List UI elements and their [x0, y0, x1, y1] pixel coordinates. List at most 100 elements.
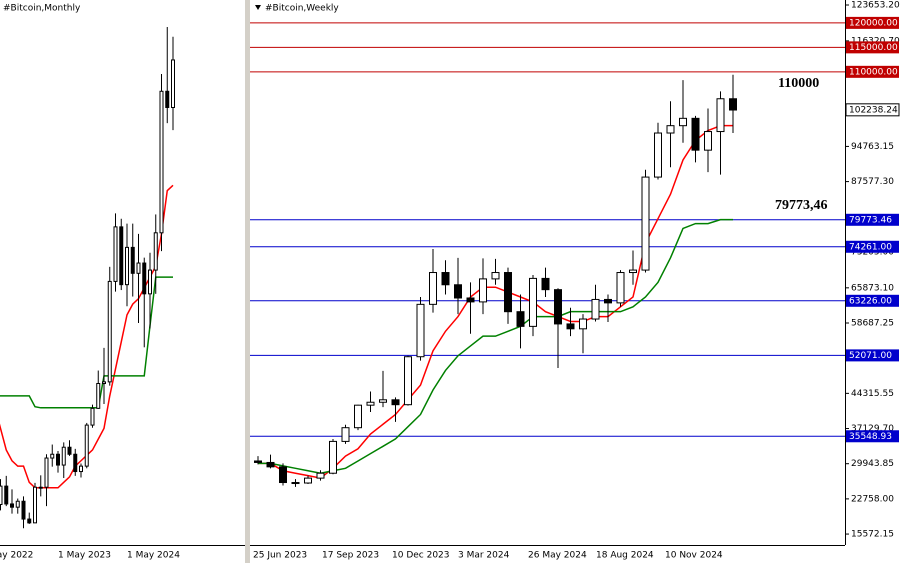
annotation: 110000 [778, 76, 819, 91]
candle-body [629, 269, 637, 274]
candle-body [27, 518, 32, 524]
candle-body [171, 59, 175, 108]
y-tick-label: 58687.25 [851, 319, 894, 329]
x-tick-label: 26 May 2024 [528, 551, 587, 561]
y-tick-label: 94763.15 [851, 142, 894, 152]
y-tick-label: 44315.55 [851, 389, 894, 399]
candle-body [10, 503, 14, 508]
candle-body [554, 289, 562, 325]
level-label: 115000.00 [849, 43, 898, 53]
indicator-line [258, 124, 733, 479]
x-tick-label: 1 May 2024 [127, 551, 180, 561]
level-label-box [846, 294, 899, 307]
candle-body [165, 90, 170, 108]
candle-body [716, 98, 725, 133]
level-label-box [846, 349, 899, 362]
candle-body [266, 461, 275, 468]
candle-body [491, 272, 500, 280]
level-label: 110000.00 [849, 67, 898, 77]
level-label-box [846, 240, 899, 253]
candle-body [61, 446, 66, 466]
candle-body [454, 284, 462, 299]
y-tick-label: 123653.20 [851, 1, 900, 11]
level-label: 120000.00 [849, 18, 898, 28]
candle-body [329, 440, 337, 474]
candle-body [67, 446, 72, 455]
candle-body [153, 232, 158, 271]
level-label-box [846, 41, 899, 54]
indicator-line [0, 276, 173, 409]
candle-body [21, 500, 26, 520]
level-label-box [846, 16, 899, 29]
candle-body [616, 272, 625, 304]
candle-body [316, 472, 325, 479]
menu-triangle [255, 5, 261, 10]
candle-body [73, 453, 78, 473]
y-tick-label: 22758.00 [851, 494, 894, 504]
candle-body [130, 246, 135, 274]
level-label-box [846, 213, 899, 226]
candle-body [404, 356, 412, 406]
candle-body [38, 486, 43, 489]
candle-body [604, 298, 612, 304]
y-tick-label: 29943.85 [851, 459, 894, 469]
candle-body [0, 485, 3, 505]
candle-body [641, 176, 650, 271]
candle-body [50, 453, 55, 459]
candle-body [90, 407, 95, 426]
candle-body [579, 318, 587, 330]
candle-body [79, 465, 83, 473]
level-label: 79773.46 [849, 215, 892, 225]
candle-body [291, 482, 300, 485]
candle-body [96, 382, 101, 409]
level-label: 35548.93 [849, 432, 892, 442]
candle-body [113, 226, 118, 282]
panel-title: #Bitcoin,Weekly [265, 4, 339, 14]
candle-body [566, 323, 575, 330]
candle-body [391, 399, 400, 406]
annotation: 79773,46 [775, 198, 828, 213]
candle-body [691, 117, 700, 151]
y-tick-label: 37129.70 [851, 424, 894, 434]
candle-body [4, 485, 9, 505]
candle-body [466, 297, 475, 303]
candle-body [516, 311, 525, 327]
candle-body [102, 381, 106, 384]
y-tick-label: 87577.30 [851, 177, 894, 187]
candle-body [429, 272, 437, 305]
candle-body [119, 226, 124, 286]
level-label: 63226.00 [849, 296, 892, 306]
x-tick-label: 18 Aug 2024 [596, 551, 654, 561]
weekly-panel [250, 22, 845, 487]
y-tick-label: 15572.15 [851, 530, 894, 540]
candle-body [15, 500, 20, 508]
level-label: 52071.00 [849, 351, 892, 361]
candle-body [142, 262, 147, 295]
x-tick-label: 1 May 2023 [58, 551, 111, 561]
candle-body [479, 278, 487, 303]
candle-body [107, 280, 112, 383]
candle-body [504, 272, 512, 313]
candle-body [704, 131, 712, 151]
x-tick-label: 25 Jun 2023 [253, 551, 307, 561]
monthly-panel [0, 27, 175, 529]
candle-body [591, 298, 600, 320]
panel-title: #Bitcoin,Monthly [3, 4, 81, 14]
current-price-label: 102238.24 [849, 105, 898, 115]
candle-body [33, 486, 37, 524]
candle-body [304, 477, 312, 484]
candle-body [159, 90, 164, 234]
panel-separator [245, 0, 250, 563]
candle-body [136, 262, 141, 274]
candle-body [529, 277, 537, 327]
candle-body [84, 424, 89, 467]
level-label: 74261.00 [849, 242, 892, 252]
candle-body [354, 404, 362, 429]
candle-body [56, 453, 60, 466]
candle-body [654, 132, 662, 178]
candle-body [148, 269, 152, 295]
x-tick-label: 10 Dec 2023 [392, 551, 450, 561]
